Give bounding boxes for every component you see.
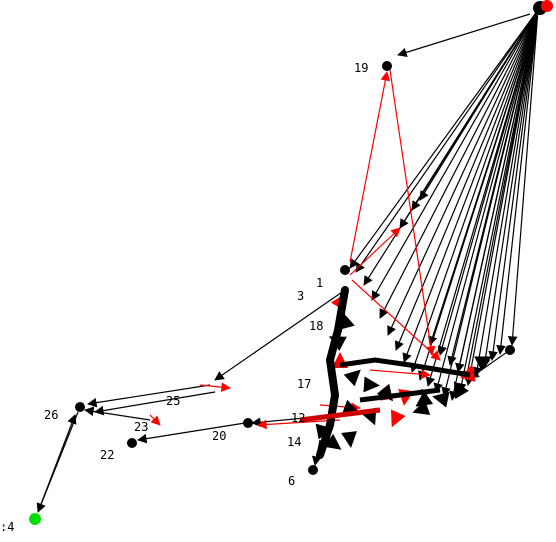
- graph-edge: [349, 9, 539, 269]
- graph-node[interactable]: [127, 438, 137, 448]
- graph-edge: [410, 9, 539, 373]
- graph-edge: [394, 9, 539, 351]
- node-label-3: 3: [297, 289, 304, 303]
- graph-node[interactable]: [75, 402, 85, 412]
- labels-layer: 19 1 3 18 17 12 14 6 20 22 23 25 26 :4: [0, 61, 368, 534]
- graph-node[interactable]: [382, 61, 392, 71]
- arrowhead: [474, 356, 493, 371]
- graph-edge: [472, 9, 539, 377]
- arrowhead: [341, 431, 357, 448]
- graph-edge: [469, 349, 511, 379]
- graph-edge: [437, 9, 539, 356]
- graph-node[interactable]: [505, 345, 515, 355]
- arrowhead: [453, 381, 469, 399]
- graph-edge: [496, 9, 539, 355]
- graph-edge: [402, 9, 539, 363]
- node-label-20: 20: [212, 429, 226, 443]
- node-label-18: 18: [309, 319, 323, 333]
- arrowhead: [323, 433, 342, 450]
- graph-node[interactable]: [340, 265, 350, 275]
- highlighted-edge: [349, 71, 391, 263]
- arrowhead: [415, 390, 434, 407]
- graph-edge: [387, 9, 539, 336]
- highlighted-edge: [351, 279, 441, 361]
- graph-edge: [137, 422, 246, 444]
- arrowhead: [343, 369, 361, 387]
- arrowhead: [412, 399, 431, 415]
- highlighted-edge: [369, 369, 431, 380]
- arrowhead: [432, 391, 450, 408]
- node-label-6: 6: [288, 474, 295, 488]
- edges-layer: [36, 9, 539, 513]
- highlighted-edge: [149, 414, 161, 426]
- graph-edge: [433, 9, 539, 393]
- graph-node[interactable]: [243, 418, 253, 428]
- graph-edge: [355, 9, 539, 273]
- arrowhead: [341, 399, 360, 415]
- graph-edge: [399, 9, 539, 229]
- graph-edge: [488, 9, 539, 361]
- node-label-23: 23: [134, 420, 148, 434]
- graph-edge: [379, 9, 539, 319]
- graph-edge: [371, 9, 539, 301]
- node-label-4: :4: [0, 520, 14, 534]
- graph-edge: [428, 9, 539, 346]
- node-label-12: 12: [291, 411, 305, 425]
- node-label-26: 26: [44, 408, 58, 422]
- highlighted-edge: [389, 69, 436, 356]
- node-label-17: 17: [297, 377, 311, 391]
- start-node[interactable]: [29, 513, 41, 525]
- graph-edge: [84, 406, 151, 421]
- highlighted-edge: [257, 419, 341, 430]
- arrowhead: [363, 376, 380, 393]
- highlighted-edge: [199, 382, 231, 392]
- node-label-1: 1: [316, 276, 323, 290]
- graph-edge: [480, 9, 539, 369]
- end-node[interactable]: [541, 0, 553, 12]
- edge-bundle: [299, 286, 471, 459]
- graph-edge: [507, 9, 539, 346]
- nodes-layer: [29, 0, 553, 525]
- graph-edge: [37, 414, 77, 513]
- graph-edge: [447, 9, 539, 366]
- node-label-19: 19: [354, 61, 368, 75]
- node-label-25: 25: [166, 394, 180, 408]
- graph-edge: [462, 9, 539, 381]
- node-label-22: 22: [100, 448, 114, 462]
- graph-node[interactable]: [308, 465, 318, 475]
- highlighted-edge: [349, 227, 401, 276]
- arrowhead: [390, 409, 406, 428]
- graph-edge: [397, 13, 531, 58]
- node-label-14: 14: [287, 435, 301, 449]
- graph-edge: [455, 9, 539, 373]
- graph-edge: [87, 384, 211, 408]
- graph-edge: [94, 391, 216, 416]
- graph-edge: [214, 289, 346, 381]
